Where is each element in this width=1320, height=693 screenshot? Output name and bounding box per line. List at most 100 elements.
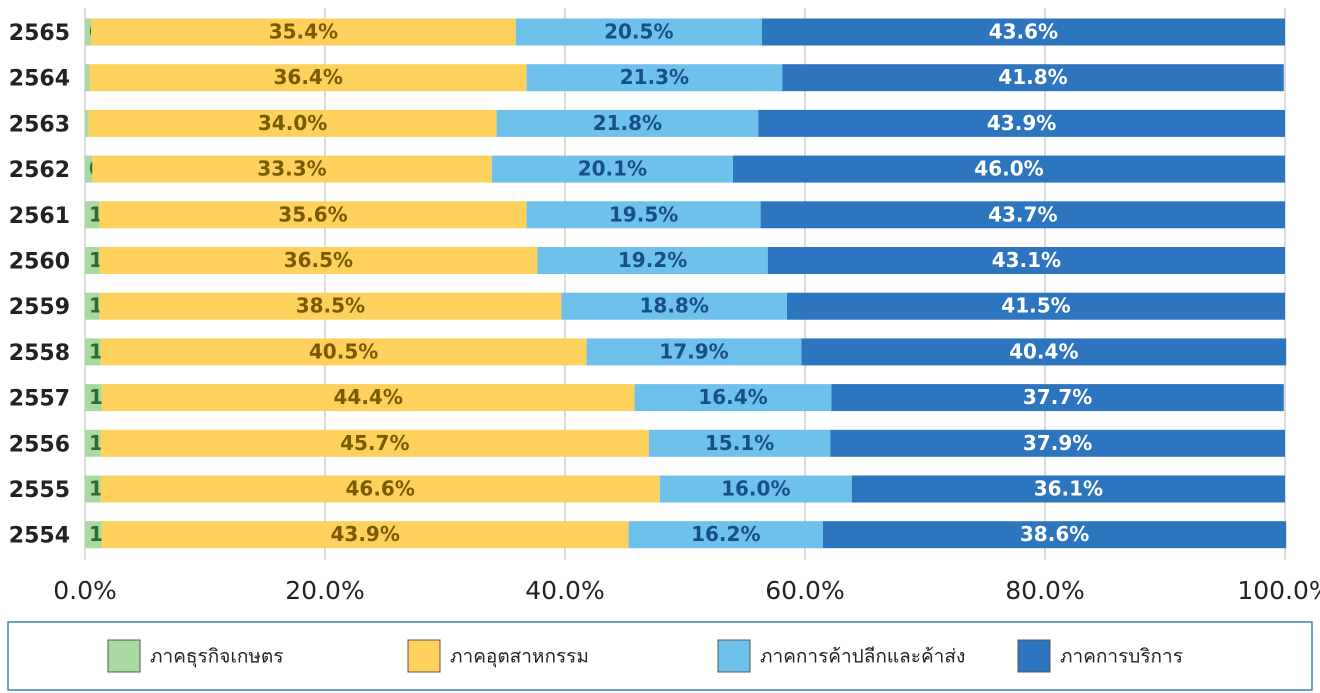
data-label: 41.8%	[998, 65, 1067, 89]
legend-label: ภาคอุตสาหกรรม	[450, 646, 589, 669]
bar-segment	[85, 429, 101, 457]
bar-segment	[101, 384, 635, 412]
y-tick-label: 2560	[9, 250, 70, 275]
bar-segment	[526, 201, 761, 229]
bar-segment	[92, 155, 492, 183]
y-tick-label: 2561	[9, 204, 70, 229]
legend-swatch	[107, 639, 141, 673]
data-label: 36.4%	[274, 65, 343, 89]
bar-segment	[91, 18, 516, 46]
data-label: 36.1%	[1034, 477, 1103, 501]
legend-label: ภาคธุรกิจเกษตร	[150, 646, 283, 669]
bar-segment	[823, 521, 1287, 549]
bar-segment	[85, 384, 102, 412]
bar-segment	[787, 292, 1285, 320]
bar-segment	[830, 429, 1285, 457]
data-label: 40.4%	[1009, 339, 1078, 363]
bar-segment	[88, 109, 497, 137]
bar-segment	[85, 521, 102, 549]
bar-segment	[100, 429, 650, 457]
bar-segment	[89, 64, 527, 92]
bar-segment	[85, 109, 89, 137]
bar-segment	[496, 109, 759, 137]
data-label: 38.6%	[1020, 522, 1089, 546]
bar-segment	[491, 155, 733, 183]
data-label: 16.4%	[698, 385, 767, 409]
data-label: 36.5%	[284, 248, 353, 272]
bar-segment	[537, 247, 768, 274]
data-label: 44.4%	[334, 385, 403, 409]
y-tick-label: 2554	[9, 524, 70, 549]
y-tick-label: 2555	[9, 478, 70, 503]
y-tick-label: 2556	[9, 432, 70, 457]
bar-segment	[100, 338, 587, 366]
data-label: 46.0%	[974, 157, 1043, 181]
bar-segment	[767, 247, 1285, 274]
bar-segment	[761, 18, 1285, 46]
bar-segment	[634, 384, 832, 412]
legend-label: ภาคการบริการ	[1060, 646, 1183, 668]
bar-segment	[85, 201, 100, 229]
bar-segment	[561, 292, 787, 320]
data-label: 41.5%	[1001, 294, 1070, 318]
x-tick-label: 20.0%	[285, 576, 364, 605]
x-tick-label: 40.0%	[525, 576, 604, 605]
data-label: 46.6%	[346, 477, 415, 501]
data-label: 16.2%	[691, 522, 760, 546]
y-tick-label: 2563	[9, 112, 70, 137]
bar-segment	[100, 475, 660, 503]
legend-swatch	[1017, 639, 1051, 673]
legend-box	[7, 621, 1313, 691]
y-tick-label: 2558	[9, 341, 70, 366]
bar-segment	[782, 64, 1284, 92]
bar-segment	[85, 247, 100, 274]
bar-segment	[526, 64, 783, 92]
data-label: 19.5%	[609, 202, 678, 226]
data-label: 20.5%	[604, 20, 673, 44]
bar-segment	[628, 521, 823, 549]
bar-segment	[659, 475, 852, 503]
legend-swatch	[717, 639, 751, 673]
data-label: 40.5%	[309, 339, 378, 363]
data-label: 43.9%	[331, 522, 400, 546]
bar-segment	[85, 475, 101, 503]
data-label: 19.2%	[618, 248, 687, 272]
data-label: 15.1%	[705, 431, 774, 455]
data-label: 33.3%	[257, 157, 326, 181]
y-tick-label: 2557	[9, 387, 70, 412]
bar-segment	[733, 155, 1285, 183]
x-tick-label: 80.0%	[1005, 576, 1084, 605]
data-label: 18.8%	[640, 294, 709, 318]
bar-segment	[85, 292, 100, 320]
bar-segment	[760, 201, 1285, 229]
y-tick-label: 2562	[9, 158, 70, 183]
data-label: 35.6%	[278, 202, 347, 226]
data-label: 21.3%	[620, 65, 689, 89]
data-label: 45.7%	[340, 431, 409, 455]
data-label: 34.0%	[258, 111, 327, 135]
data-label: 21.8%	[593, 111, 662, 135]
data-label: 17.9%	[659, 339, 728, 363]
legend-label: ภาคการค้าปลีกและค้าส่ง	[760, 646, 965, 668]
data-label: 37.7%	[1023, 385, 1092, 409]
bar-segment	[85, 338, 101, 366]
bar-segment	[99, 201, 527, 229]
data-label: 16.0%	[721, 477, 790, 501]
x-tick-label: 0.0%	[53, 576, 117, 605]
bar-segment	[85, 18, 91, 46]
bar-segment	[758, 109, 1285, 137]
bar-segment	[649, 429, 831, 457]
bar-segment	[801, 338, 1287, 366]
data-label: 35.4%	[269, 20, 338, 44]
bar-segment	[99, 247, 538, 274]
bar-segment	[851, 475, 1285, 503]
bar-segment	[85, 155, 93, 183]
bar-segment	[831, 384, 1284, 412]
data-label: 20.1%	[578, 157, 647, 181]
x-tick-label: 100.0%	[1237, 576, 1320, 605]
data-label: 43.7%	[988, 202, 1057, 226]
data-label: 43.1%	[992, 248, 1061, 272]
y-tick-label: 2564	[9, 67, 70, 92]
data-label: 43.6%	[989, 20, 1058, 44]
